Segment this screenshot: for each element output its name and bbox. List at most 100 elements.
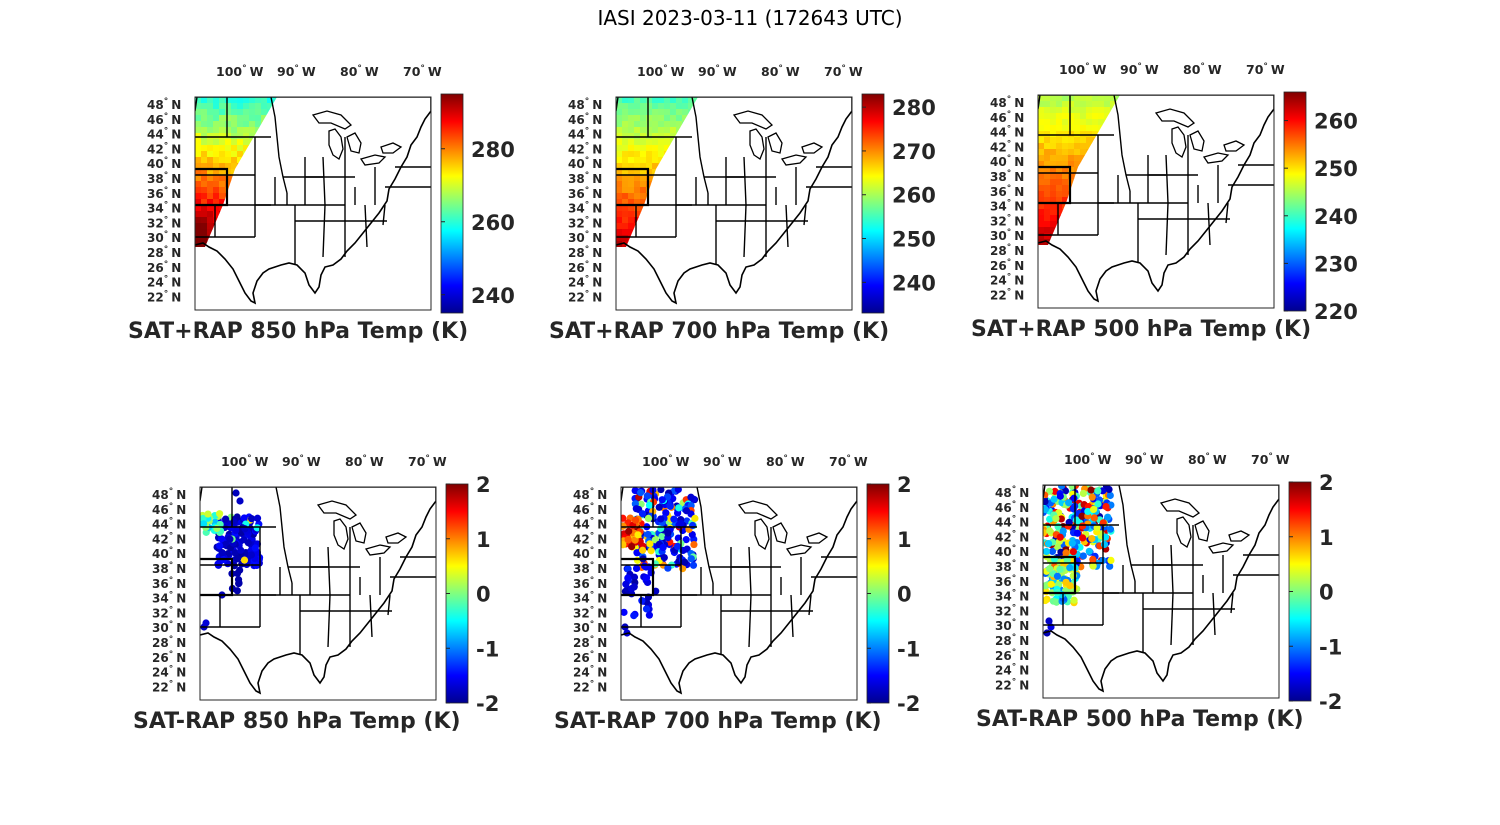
field-cell — [207, 193, 214, 200]
field-cell — [622, 223, 629, 230]
obs-dot — [251, 544, 259, 552]
field-cell — [640, 169, 647, 176]
obs-dot — [1052, 598, 1061, 606]
field-cell — [1074, 161, 1081, 168]
field-cell — [1044, 143, 1051, 150]
lat-label: 48° N — [147, 97, 181, 112]
obs-dot — [1106, 491, 1114, 500]
state-boundary — [1165, 202, 1169, 256]
map-panel-850-diff: 100° W 90° W 80° W 70° W 48° N 46° N 44° N 42° N 40° N 38°… — [130, 450, 510, 750]
field-cell — [243, 139, 250, 146]
field-cell — [664, 121, 671, 128]
obs-dot — [1044, 540, 1053, 548]
lat-label: 48° N — [568, 97, 602, 112]
lon-label: 100° W — [1059, 62, 1107, 77]
lat-label: 48° N — [990, 95, 1024, 110]
field-cell — [1074, 143, 1081, 150]
obs-dot — [682, 507, 691, 515]
field-cell — [622, 175, 629, 182]
field-cell — [652, 151, 659, 158]
colorbar-tick-label: -1 — [1319, 635, 1342, 659]
obs-dot — [237, 546, 245, 554]
field-cell — [640, 97, 647, 104]
field-cell — [1074, 125, 1081, 132]
field-cell — [1062, 191, 1069, 198]
field-cell — [1080, 101, 1087, 108]
state-boundary — [1170, 544, 1174, 594]
field-cell — [1074, 119, 1081, 126]
lat-label: 24° N — [568, 275, 602, 290]
field-cell — [1068, 95, 1075, 102]
lat-label: 38° N — [990, 169, 1024, 184]
field-cell — [1044, 233, 1051, 240]
field-cell — [634, 211, 641, 218]
field-cell — [1074, 101, 1081, 108]
obs-dot — [655, 503, 663, 511]
field-cell — [1062, 137, 1069, 144]
field-cell — [219, 181, 226, 188]
field-cell — [219, 97, 226, 104]
obs-dot — [681, 558, 689, 566]
field-cell — [640, 187, 647, 194]
field-cell — [249, 127, 256, 134]
field-cell — [201, 187, 208, 194]
lat-label: 36° N — [568, 186, 602, 201]
field-cell — [634, 97, 641, 104]
field-cell — [195, 175, 202, 182]
field-cell — [1068, 101, 1075, 108]
field-cell — [682, 103, 689, 110]
field-cell — [237, 115, 244, 122]
colorbar-tick-label: 240 — [1314, 205, 1358, 229]
obs-dot — [630, 583, 638, 591]
colorbar-tick-label: 280 — [471, 138, 515, 162]
field-cell — [622, 151, 629, 158]
field-cell — [243, 127, 250, 134]
obs-dot — [643, 492, 651, 500]
field-cell — [201, 133, 208, 140]
map-panel-500-sum: 100° W 90° W 80° W 70° W 48° N 46° N 44° N 42° N 40° N 38°… — [968, 58, 1358, 358]
lat-label: 38° N — [152, 561, 186, 576]
great-lakes — [311, 110, 403, 166]
lat-label: 46° N — [990, 110, 1024, 125]
field-cell — [1068, 137, 1075, 144]
field-cell — [1038, 167, 1045, 174]
lat-label: 42° N — [995, 529, 1029, 544]
field-cell — [1074, 107, 1081, 114]
map-svg: 100° W 90° W 80° W 70° W 48° N46° N44° N42° N40° N38°… — [147, 64, 515, 314]
state-boundary — [364, 204, 368, 248]
map-frame — [1042, 484, 1280, 699]
lat-label: 28° N — [152, 635, 186, 650]
field-cell — [231, 127, 238, 134]
field-cell — [640, 199, 647, 206]
field-cell — [1050, 215, 1057, 222]
state-boundary — [1170, 592, 1174, 646]
coastline — [621, 487, 857, 695]
field-cell — [622, 163, 629, 170]
lon-label: 80° W — [761, 64, 800, 79]
obs-dot — [240, 514, 248, 522]
state-boundary — [790, 594, 794, 638]
lon-label: 100° W — [642, 454, 690, 469]
field-cell — [243, 133, 250, 140]
obs-dot — [215, 510, 224, 518]
obs-dot — [657, 524, 665, 533]
field-cell — [670, 127, 677, 134]
field-cell — [646, 175, 653, 182]
lat-label: 26° N — [147, 260, 181, 275]
field-cell — [231, 115, 238, 122]
field-cell — [658, 133, 665, 140]
field-cell — [213, 151, 220, 158]
field-cell — [646, 115, 653, 122]
lat-label: 32° N — [152, 605, 186, 620]
lat-label: 32° N — [147, 215, 181, 230]
field-cell — [646, 103, 653, 110]
field-cell — [237, 121, 244, 128]
field-cell — [1050, 155, 1057, 162]
field-cell — [1080, 137, 1087, 144]
obs-dot — [674, 487, 682, 494]
obs-dot — [1066, 582, 1074, 590]
lat-label: 26° N — [573, 650, 607, 665]
obs-dot — [1085, 547, 1093, 555]
map-area — [1042, 484, 1280, 699]
lat-label: 46° N — [568, 112, 602, 127]
